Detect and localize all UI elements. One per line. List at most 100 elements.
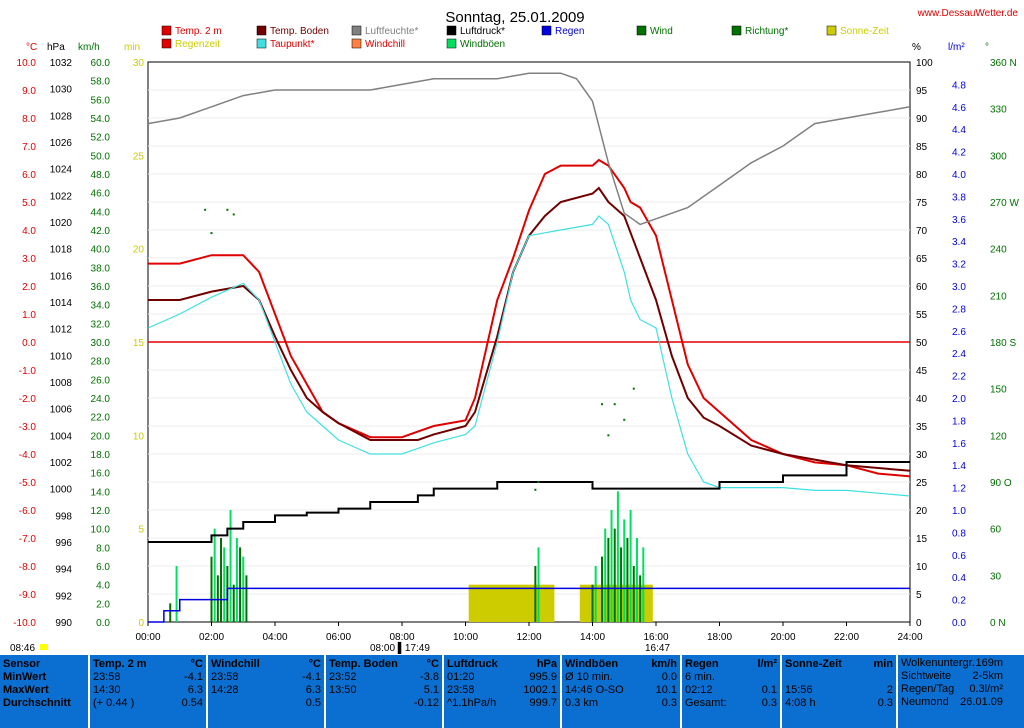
tick-temp: -3.0 [19,422,37,433]
footer-row: 23:52 -3.8 [329,671,439,684]
footer-col: Windchill °C 23:58 -4.1 14:28 6.3 0.5 [206,655,324,728]
footer-row: Wolkenuntergr. 169m [901,657,1003,670]
direction-point [623,418,626,421]
axis-units: °C hPa km/h min% l/m² ° [26,42,989,53]
series-line [148,587,910,623]
tick-wind: 58.0 [91,77,111,88]
footer-cell-value: 6.3 [187,684,203,696]
tick-pressure: 1030 [50,85,73,96]
footer-row: 14:46 O-SO 10.1 [565,684,677,697]
footer-row: Regen/Tag 0.3l/m² [901,683,1003,696]
series-line [147,215,911,497]
sunrise-time: 08:46 [10,643,35,654]
tick-direction: 180 S [990,338,1016,349]
footer-cell-label: Neumond [901,696,949,708]
footer-cell-value: 2 [886,684,893,696]
footer-cell-label: 01:20 [447,671,475,683]
tick-direction: 120 [990,431,1007,442]
footer-cell-value: -4.1 [302,671,321,683]
footer-cell-value: 0.54 [181,697,203,709]
axis-unit-pressure: hPa [47,42,65,53]
legend-label: Sonne-Zeit [840,26,889,37]
tick-wind: 40.0 [91,245,111,256]
legend-swatch [351,38,362,49]
tick-sun: 15 [133,338,145,349]
footer-col-head: Windböen km/h [565,657,677,671]
x-tick-label: 16:00 [643,632,668,643]
tick-temp: -9.0 [19,590,37,601]
tick-temp: 0.0 [22,338,36,349]
legend-swatch [351,25,362,36]
footer-row: 01:20 995.9 [447,671,557,684]
tick-direction: 270 W [990,198,1019,209]
axis-unit-direction: ° [985,42,989,53]
direction-points [204,208,635,491]
footer-cell-label: 15:56 [785,684,813,696]
tick-temp: 9.0 [22,86,36,97]
footer-cell-value: 2-5km [972,670,1003,682]
tick-wind: 36.0 [91,282,111,293]
x-axis: 00:00 02:00 04:00 06:00 08:00 10:00 12:00 14:00… [135,622,923,643]
tick-temp: -8.0 [19,562,37,573]
footer-col-head: Luftdruck hPa [447,657,557,671]
tick-wind: 46.0 [91,189,111,200]
tick-temp: 8.0 [22,114,36,125]
direction-point [210,232,213,235]
tick-rain: 0.0 [952,618,966,629]
tick-sun: 20 [133,245,145,256]
legend-swatch [826,25,837,36]
tick-wind: 10.0 [91,525,111,536]
axis-unit-wind: km/h [78,42,100,53]
tick-wind: 16.0 [91,469,111,480]
tick-pressure: 1026 [50,138,73,149]
chart-title: Sonntag, 25.01.2009 [445,9,584,26]
footer-row: 4:08 h 0.3 [785,697,893,710]
footer-cell-label: 14:30 [93,684,121,696]
legend-swatch [541,25,552,36]
tick-pressure: 992 [55,591,72,602]
axis-unit-temp: °C [26,42,37,53]
footer-row: 23:58 -4.1 [211,671,321,684]
footer-row: 14:28 6.3 [211,684,321,697]
footer-sensor-row: MinWert [3,671,85,684]
legend-label: Temp. Boden [270,26,329,37]
tick-rain: 1.4 [952,461,966,472]
footer-sensor-head: Sensor [3,657,85,671]
tick-sun: 25 [133,151,145,162]
footer-cell-value: 0.3 [877,697,893,709]
tick-temp: 7.0 [22,142,36,153]
tick-humidity: 70 [916,226,928,237]
footer-row: 23:58 1002.1 [447,684,557,697]
footer-row: 02:12 0.1 [685,684,777,697]
tick-rain: 2.2 [952,372,966,383]
footer-cell-value: 995.9 [529,671,557,683]
tick-wind: 24.0 [91,394,111,405]
tick-pressure: 1032 [50,58,73,69]
sunset-time: 16:47 [645,643,670,654]
tick-temp: 4.0 [22,226,36,237]
tick-rain: 2.4 [952,349,966,360]
footer-cell-value: 999.7 [529,697,557,709]
tick-humidity: 30 [916,450,928,461]
footer-col-title: Sonne-Zeit [785,658,842,670]
footer-cell-value: -4.1 [184,671,203,683]
footer-cell-value: 0.3l/m² [969,683,1003,695]
tick-humidity: 75 [916,198,928,209]
tick-wind: 2.0 [96,599,110,610]
x-tick-label: 14:00 [580,632,605,643]
tick-humidity: 85 [916,142,928,153]
tick-temp: 6.0 [22,170,36,181]
legend-label: Richtung* [745,26,788,37]
site-url[interactable]: www.DessauWetter.de [917,8,1019,19]
tick-temp: -6.0 [19,506,37,517]
footer-col-title: Luftdruck [447,658,498,670]
direction-point [232,213,235,216]
tick-humidity: 5 [916,590,922,601]
tick-direction: 330 [990,105,1007,116]
tick-direction: 360 N [990,58,1017,69]
tick-rain: 1.2 [952,484,966,495]
tick-rain: 2.6 [952,327,966,338]
x-tick-label: 18:00 [707,632,732,643]
footer-cell-value: 0.3 [661,697,677,709]
footer-col-title: Temp. 2 m [93,658,147,670]
